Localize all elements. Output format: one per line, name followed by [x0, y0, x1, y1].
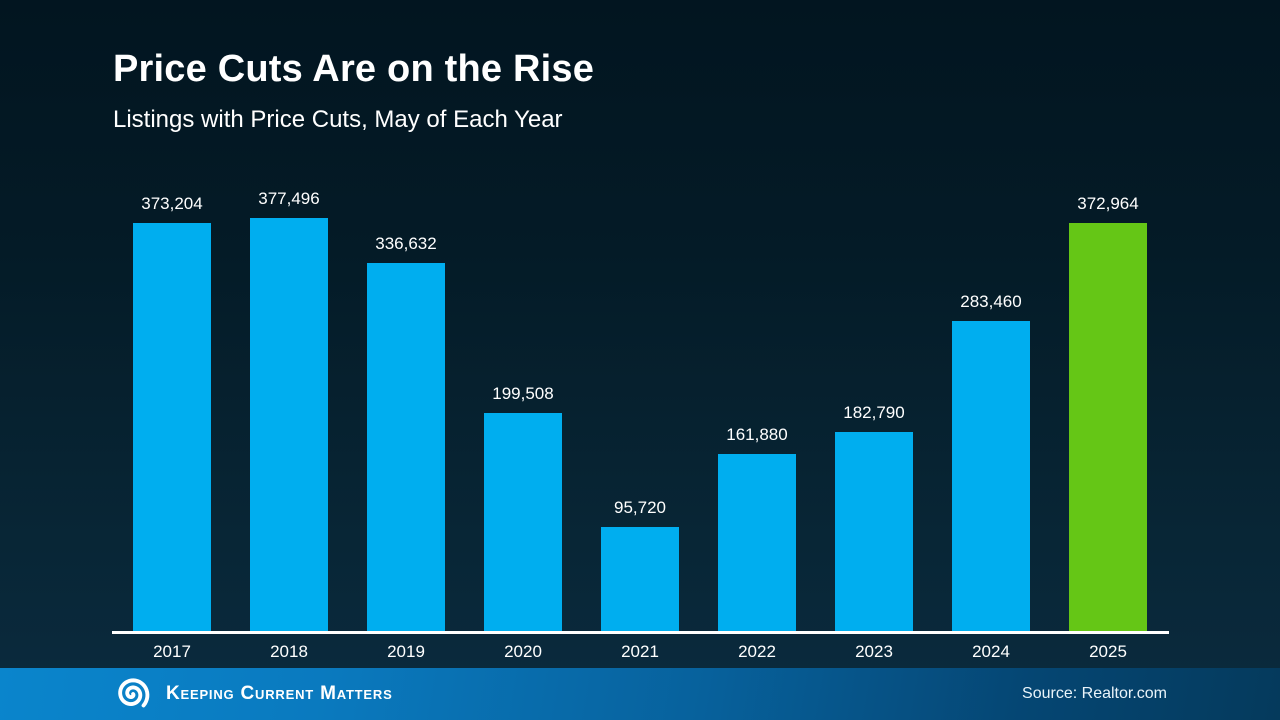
- x-axis-labels: 2017 2018 2019 2020 2021 2022 2023 2024 2025: [133, 642, 1147, 662]
- x-axis-tick-label: 2021: [621, 642, 659, 661]
- bar-2019: [367, 263, 445, 632]
- chart-title: Price Cuts Are on the Rise: [113, 48, 595, 90]
- bar-value-label: 336,632: [375, 234, 437, 253]
- footer-bar: Keeping Current Matters Source: Realtor.…: [0, 668, 1280, 720]
- x-axis-tick-label: 2023: [855, 642, 893, 661]
- bar-value-label: 373,204: [141, 194, 203, 213]
- bar-2022: [718, 454, 796, 632]
- bar-group-2018: 377,496: [250, 189, 328, 632]
- x-axis-tick-label: 2024: [972, 642, 1010, 661]
- bar-2024: [952, 321, 1030, 632]
- bar-2017: [133, 223, 211, 632]
- bar-group-2022: 161,880: [718, 425, 796, 632]
- x-axis-tick-label: 2019: [387, 642, 425, 661]
- brand-lockup: Keeping Current Matters: [110, 672, 393, 716]
- x-axis-tick-label: 2020: [504, 642, 542, 661]
- kcm-spiral-logo-icon: [118, 678, 150, 708]
- x-axis-tick-label: 2017: [153, 642, 191, 661]
- bar-2025: [1069, 223, 1147, 632]
- bar-group-2019: 336,632: [367, 234, 445, 632]
- bar-value-label: 199,508: [492, 384, 554, 403]
- bar-value-label: 161,880: [726, 425, 788, 444]
- bar-group-2020: 199,508: [484, 384, 562, 632]
- bar-group-2024: 283,460: [952, 292, 1030, 632]
- bar-group-2017: 373,204: [133, 194, 211, 632]
- x-axis-tick-label: 2018: [270, 642, 308, 661]
- bar-group-2021: 95,720: [601, 498, 679, 632]
- x-axis-line: [112, 631, 1169, 634]
- bar-2020: [484, 413, 562, 632]
- bar-chart: 373,204 377,496 336,632 199,508 95,720 161,88…: [133, 189, 1147, 632]
- bar-group-2023: 182,790: [835, 403, 913, 632]
- x-axis-tick-label: 2025: [1089, 642, 1127, 661]
- bar-value-label: 377,496: [258, 189, 320, 208]
- chart-subtitle: Listings with Price Cuts, May of Each Ye…: [113, 106, 563, 133]
- bar-group-2025: 372,964: [1069, 194, 1147, 632]
- x-axis-tick-label: 2022: [738, 642, 776, 661]
- bar-2021: [601, 527, 679, 632]
- bar-value-label: 372,964: [1077, 194, 1139, 213]
- brand-name: Keeping Current Matters: [166, 683, 393, 704]
- bar-value-label: 283,460: [960, 292, 1022, 311]
- bar-value-label: 182,790: [843, 403, 905, 422]
- bar-2023: [835, 432, 913, 632]
- bar-2018: [250, 218, 328, 632]
- bar-value-label: 95,720: [614, 498, 666, 517]
- source-text: Source: Realtor.com: [1022, 685, 1167, 702]
